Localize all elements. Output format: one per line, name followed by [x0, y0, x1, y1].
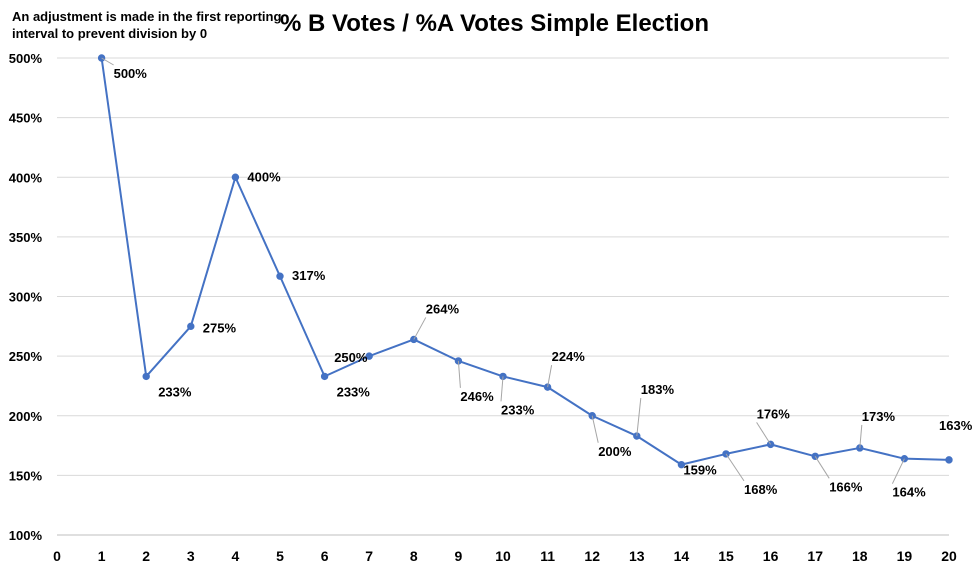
data-point	[320, 372, 329, 381]
x-tick-label: 2	[142, 548, 150, 564]
data-label: 233%	[158, 384, 192, 399]
label-leader-line	[500, 376, 504, 402]
label-leader-line	[859, 424, 863, 448]
x-tick-label: 3	[187, 548, 195, 564]
x-tick-label: 17	[807, 548, 823, 564]
y-tick-label: 350%	[9, 230, 43, 245]
data-label: 166%	[829, 479, 863, 494]
grid-layer	[57, 57, 949, 476]
series-layer	[97, 54, 953, 469]
data-label: 264%	[426, 301, 460, 316]
x-tick-label: 8	[410, 548, 418, 564]
series-line	[100, 57, 950, 466]
data-label: 224%	[552, 349, 586, 364]
data-point	[142, 372, 150, 381]
label-leader-line	[756, 422, 772, 445]
data-point	[945, 456, 953, 464]
data-label: 500%	[114, 66, 148, 81]
x-tick-label: 11	[540, 548, 555, 564]
data-label-layer: 500% 233% 275% 400% 317% 233% 250% 264% 246% 233%…	[101, 57, 973, 500]
label-leader-line	[636, 397, 642, 437]
x-tick-label: 14	[674, 548, 690, 564]
x-tick-label: 1	[98, 548, 106, 564]
x-tick-label: 13	[629, 548, 645, 564]
x-tick-label: 16	[763, 548, 779, 564]
data-point	[365, 352, 373, 360]
x-tick-label: 19	[897, 548, 913, 564]
data-label: 200%	[598, 444, 632, 459]
label-leader-line	[814, 456, 830, 479]
data-point	[677, 460, 686, 469]
data-label: 246%	[460, 389, 494, 404]
data-label: 233%	[337, 384, 371, 399]
label-leader-line	[413, 317, 427, 340]
label-leader-line	[891, 458, 905, 484]
x-tick-label: 10	[495, 548, 511, 564]
data-label: 250%	[334, 350, 368, 365]
label-leader-line	[457, 360, 461, 388]
label-leader-line	[101, 57, 114, 66]
y-tick-label: 400%	[9, 170, 43, 185]
y-tick-label: 100%	[9, 528, 43, 543]
data-label: 164%	[892, 485, 926, 500]
label-leader-line	[547, 365, 553, 388]
x-tick-label: 7	[365, 548, 373, 564]
data-point	[276, 272, 284, 280]
data-label: 275%	[203, 320, 237, 335]
y-tick-label: 200%	[9, 409, 43, 424]
x-tick-label: 15	[718, 548, 734, 564]
label-leader-line	[725, 453, 745, 482]
x-tick-label: 18	[852, 548, 868, 564]
y-tick-label: 500%	[9, 51, 43, 66]
x-tick-label: 6	[321, 548, 329, 564]
data-label: 163%	[939, 418, 973, 433]
data-point	[231, 173, 240, 181]
x-tick-label: 9	[455, 548, 463, 564]
x-tick-label: 0	[53, 548, 61, 564]
data-label: 168%	[744, 482, 778, 497]
x-tick-label: 4	[232, 548, 240, 564]
data-label: 183%	[641, 382, 675, 397]
data-point	[722, 450, 730, 458]
y-tick-label: 300%	[9, 290, 43, 305]
data-point	[187, 322, 195, 331]
y-tick-label: 150%	[9, 468, 43, 483]
data-label: 317%	[292, 268, 326, 283]
y-tick-label: 250%	[9, 349, 43, 364]
data-label: 173%	[862, 409, 896, 424]
data-label: 233%	[501, 402, 535, 417]
data-label: 400%	[247, 169, 281, 184]
data-label: 159%	[683, 463, 717, 478]
label-leader-line	[591, 415, 599, 443]
x-tick-label: 5	[276, 548, 284, 564]
chart-title: % B Votes / %A Votes Simple Election	[280, 10, 709, 37]
x-tick-label: 12	[584, 548, 600, 564]
chart-annotation: An adjustment is made in the first repor…	[12, 9, 282, 41]
x-tick-label: 20	[941, 548, 957, 564]
y-tick-label: 450%	[9, 111, 43, 126]
axis-layer: 100%150%200%250%300%350%400%450%500%0 1 2 3…	[9, 51, 957, 564]
data-label: 176%	[757, 406, 791, 421]
data-point	[811, 452, 819, 460]
